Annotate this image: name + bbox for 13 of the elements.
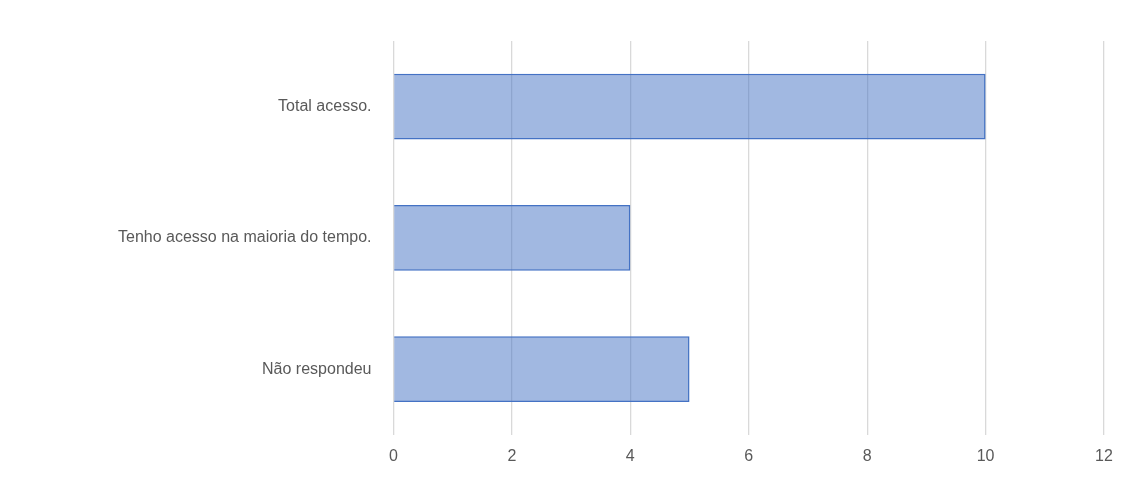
bar [394, 73, 986, 140]
x-tick-label: 0 [389, 446, 399, 464]
y-tick-label: Total acesso. [278, 97, 372, 115]
x-tick-label: 6 [744, 446, 754, 464]
x-tick-label: 2 [507, 446, 517, 464]
x-tick-label: 4 [625, 446, 635, 464]
bar [394, 205, 631, 271]
x-tick-label: 10 [976, 446, 995, 464]
x-tick-label: 8 [862, 446, 872, 464]
x-tick-label: 12 [1095, 446, 1113, 464]
y-tick-label: Tenho acesso na maioria do tempo. [118, 228, 372, 246]
y-tick-label: Não respondeu [262, 359, 372, 377]
bar [394, 336, 690, 402]
